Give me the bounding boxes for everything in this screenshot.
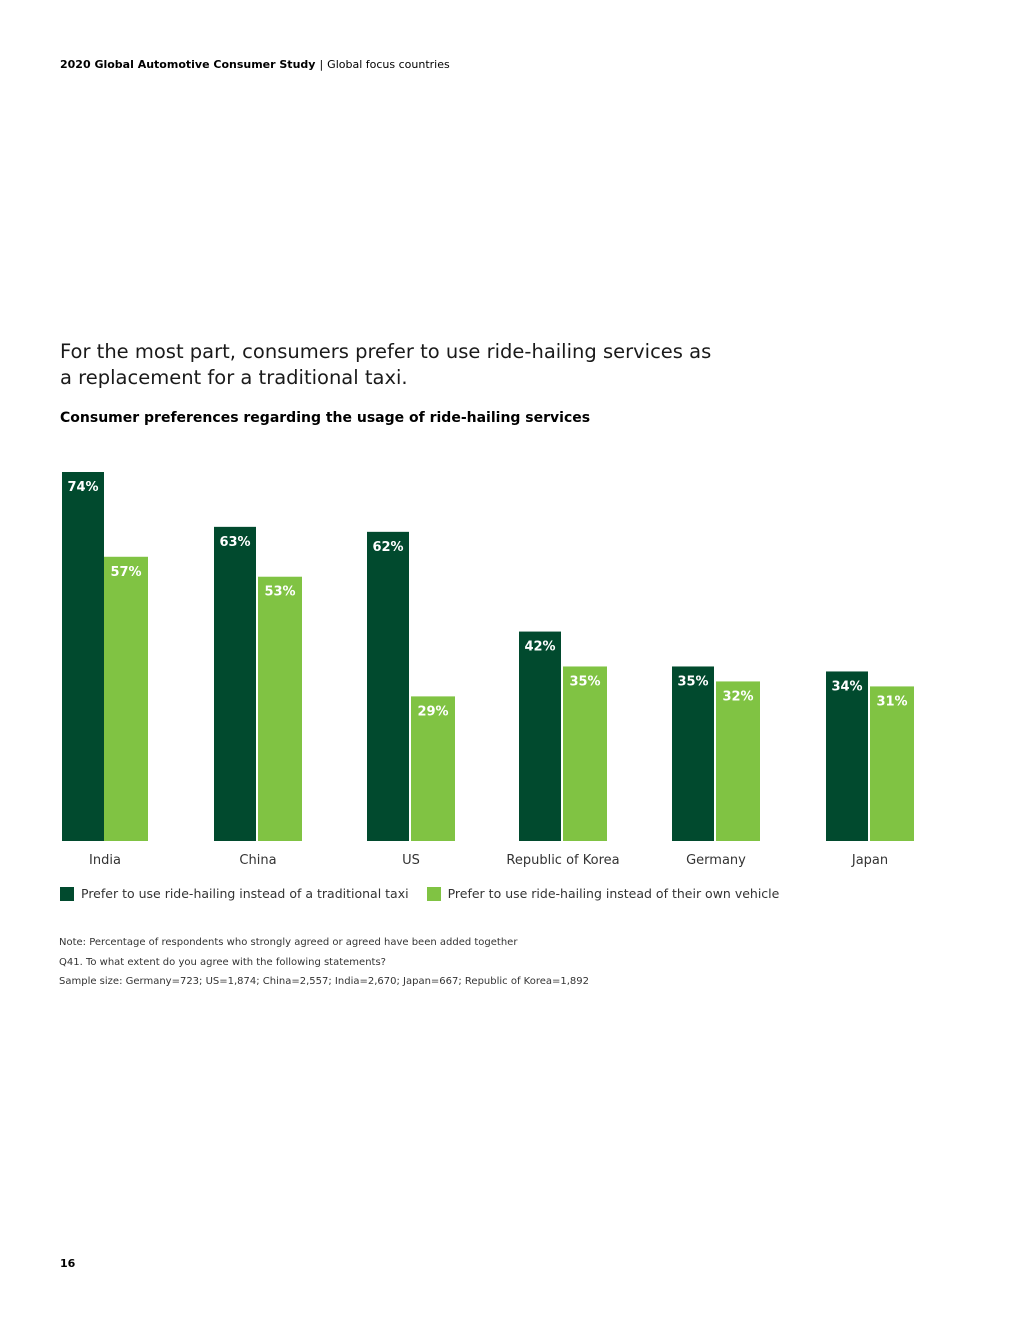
data-label: 62% [372, 540, 403, 555]
chart-notes: Note: Percentage of respondents who stro… [59, 933, 589, 992]
header-separator: | [319, 58, 324, 71]
data-label: 35% [569, 674, 600, 689]
category-label: Germany [686, 853, 746, 868]
bar-own-vehicle-japan [870, 686, 914, 841]
sample-size-line: Sample size: Germany=723; US=1,874; Chin… [59, 976, 590, 987]
bar-taxi-us [367, 531, 409, 841]
data-label: 29% [417, 704, 448, 719]
legend-item-taxi: Prefer to use ride-hailing instead of a … [60, 886, 409, 901]
category-label: China [239, 853, 276, 868]
bar-own-vehicle-china [258, 576, 302, 841]
data-label: 57% [110, 565, 141, 580]
category-label: Republic of Korea [506, 853, 619, 868]
legend-swatch-own-vehicle [426, 886, 441, 901]
data-label: 32% [722, 689, 753, 704]
category-label: US [402, 853, 420, 868]
bar-own-vehicle-republic-of-korea [563, 666, 607, 841]
bar-own-vehicle-us [411, 696, 455, 841]
bar-taxi-india [62, 472, 104, 841]
bar-taxi-china [214, 526, 256, 841]
bar-taxi-republic-of-korea [519, 631, 561, 841]
report-section: Global focus countries [327, 58, 450, 71]
bar-own-vehicle-germany [716, 681, 760, 841]
bar-own-vehicle-india [104, 556, 148, 841]
category-label: India [89, 853, 121, 868]
category-label: Japan [851, 853, 888, 868]
bar-taxi-germany [672, 666, 714, 841]
legend-item-own-vehicle: Prefer to use ride-hailing instead of th… [426, 886, 780, 901]
data-label: 53% [264, 585, 295, 600]
report-title: 2020 Global Automotive Consumer Study [60, 58, 316, 71]
note-line: Note: Percentage of respondents who stro… [59, 937, 518, 948]
data-label: 35% [677, 674, 708, 689]
data-label: 31% [876, 694, 907, 709]
page-number: 16 [60, 1257, 76, 1270]
bar-chart: 74% 63% 62% 42% 35% 34% 57% 53% 29% 35% 32% 31% Indi… [62, 472, 914, 868]
data-label: 42% [524, 640, 555, 655]
headline: For the most part, consumers prefer to u… [60, 340, 712, 389]
data-label: 63% [219, 535, 250, 550]
legend-label-own-vehicle: Prefer to use ride-hailing instead of th… [447, 886, 780, 901]
data-label: 34% [831, 679, 862, 694]
running-header: 2020 Global Automotive Consumer Study | Gl… [60, 58, 450, 71]
question-line: Q41. To what extent do you agree with th… [59, 956, 386, 968]
legend-label-taxi: Prefer to use ride-hailing instead of a … [81, 886, 409, 901]
chart-title: Consumer preferences regarding the usage… [60, 410, 591, 426]
data-label: 74% [67, 480, 98, 495]
legend-swatch-taxi [60, 886, 74, 901]
bar-taxi-japan [826, 671, 868, 841]
chart-legend: Prefer to use ride-hailing instead of a … [60, 886, 797, 901]
